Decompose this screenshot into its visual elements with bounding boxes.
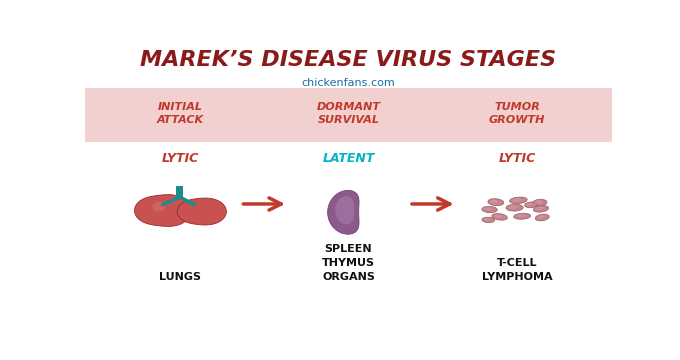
Ellipse shape <box>490 200 498 203</box>
FancyBboxPatch shape <box>176 186 184 197</box>
Text: chickenfans.com: chickenfans.com <box>302 78 395 88</box>
FancyBboxPatch shape <box>85 87 612 141</box>
Ellipse shape <box>534 201 542 204</box>
Ellipse shape <box>513 213 530 219</box>
Text: LATENT: LATENT <box>322 152 375 165</box>
Text: LUNGS: LUNGS <box>159 271 201 282</box>
Polygon shape <box>328 190 359 234</box>
Ellipse shape <box>484 207 492 211</box>
Ellipse shape <box>536 207 543 210</box>
Ellipse shape <box>517 214 525 217</box>
Text: SPLEEN
THYMUS
ORGANS: SPLEEN THYMUS ORGANS <box>322 244 375 282</box>
Ellipse shape <box>509 197 527 204</box>
Ellipse shape <box>537 215 544 219</box>
Text: INITIAL
ATTACK: INITIAL ATTACK <box>156 103 203 125</box>
Text: T-CELL
LYMPHOMA: T-CELL LYMPHOMA <box>482 258 552 282</box>
Ellipse shape <box>526 203 532 206</box>
Ellipse shape <box>506 204 523 211</box>
Text: DORMANT
SURVIVAL: DORMANT SURVIVAL <box>316 103 381 125</box>
Text: MAREK’S DISEASE VIRUS STAGES: MAREK’S DISEASE VIRUS STAGES <box>141 50 556 70</box>
Ellipse shape <box>533 206 549 212</box>
Ellipse shape <box>535 214 549 221</box>
Ellipse shape <box>488 199 504 206</box>
Ellipse shape <box>494 215 502 218</box>
Ellipse shape <box>492 213 507 220</box>
Ellipse shape <box>483 218 490 221</box>
Polygon shape <box>135 195 192 226</box>
Ellipse shape <box>532 199 547 206</box>
Ellipse shape <box>509 206 517 209</box>
Text: LYTIC: LYTIC <box>498 152 536 165</box>
Ellipse shape <box>524 202 537 208</box>
Ellipse shape <box>482 206 497 213</box>
Text: LYTIC: LYTIC <box>161 152 199 165</box>
Text: TUMOR
GROWTH: TUMOR GROWTH <box>489 103 545 125</box>
Ellipse shape <box>482 217 494 223</box>
Polygon shape <box>335 196 354 225</box>
Ellipse shape <box>152 202 166 212</box>
Polygon shape <box>177 198 226 225</box>
Ellipse shape <box>513 198 522 201</box>
